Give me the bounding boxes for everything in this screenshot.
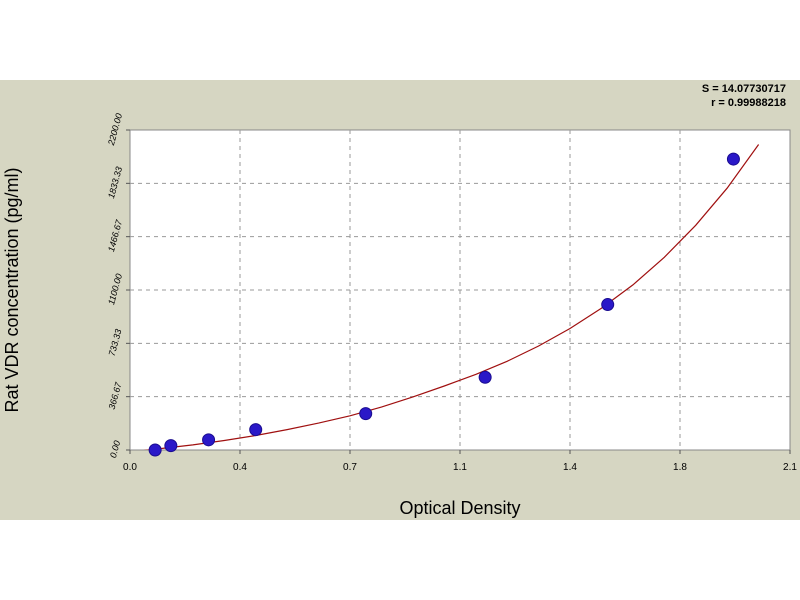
data-point [601,298,615,312]
x-tick-label: 0.0 [123,462,137,473]
y-tick-label: 2200.00 [106,112,124,147]
fit-curve-group [143,144,760,450]
data-point [478,370,492,384]
x-tick-label: 0.7 [343,462,357,473]
data-point [359,407,373,421]
chart: S = 14.07730717 r = 0.99988218 0.0 0.4 0.7… [2,83,797,518]
x-tick-label: 1.1 [453,462,467,473]
x-tick-label: 1.8 [673,462,687,473]
data-point [726,152,740,166]
y-tick-label: 1833.33 [106,166,124,200]
x-tick-label: 0.4 [233,462,247,473]
y-tick-label: 0.00 [108,439,122,459]
data-points [148,152,740,457]
chart-panel: S = 14.07730717 r = 0.99988218 0.0 0.4 0.7… [0,80,800,520]
data-point [249,423,263,437]
y-tick-label: 1100.00 [106,273,124,306]
x-axis-label: Optical Density [399,498,520,518]
x-tick-label: 1.4 [563,462,577,473]
y-tick-label: 366.67 [107,380,124,410]
stats-box: S = 14.07730717 r = 0.99988218 [702,83,786,109]
stat-s: S = 14.07730717 [702,83,786,95]
data-point [202,433,216,447]
data-point [148,443,162,457]
fit-curve [143,144,760,450]
x-tick-label: 2.1 [783,462,797,473]
y-tick-label: 733.33 [107,328,124,357]
data-point [164,439,178,453]
y-axis-label: Rat VDR concentration (pg/ml) [2,167,22,412]
stat-r: r = 0.99988218 [711,97,786,109]
y-tick-label: 1466.67 [106,218,124,253]
grid [130,130,790,450]
